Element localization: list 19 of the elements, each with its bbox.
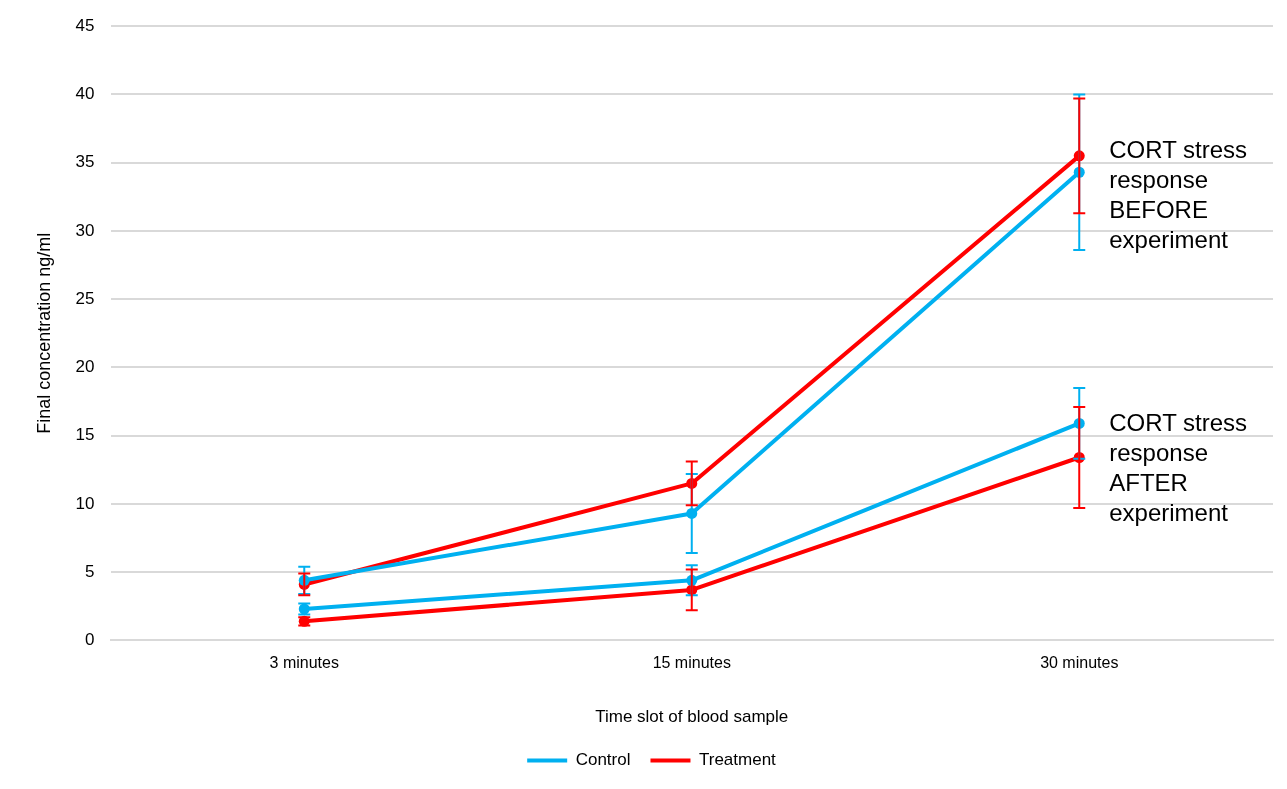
y-tick-label: 25	[75, 288, 95, 308]
y-tick-label: 35	[75, 152, 95, 172]
y-tick-label: 30	[75, 220, 95, 240]
x-tick-label: 3 minutes	[269, 654, 339, 672]
annotation: CORT stress response AFTER experiment	[1109, 409, 1248, 527]
y-axis-title: Final concentration ng/ml	[33, 232, 54, 434]
y-tick-label: 10	[75, 493, 95, 513]
x-tick-label: 15 minutes	[652, 654, 731, 672]
y-tick-label: 40	[75, 84, 95, 104]
legend-label: Control	[575, 750, 631, 770]
y-tick-label: 0	[85, 630, 95, 650]
x-tick-label: 30 minutes	[1040, 654, 1119, 672]
y-tick-label: 20	[75, 357, 95, 377]
annotation: CORT stress response BEFORE experiment	[1109, 136, 1248, 254]
y-tick-label: 15	[75, 425, 95, 445]
y-tick-label: 5	[85, 561, 95, 581]
x-axis-title: Time slot of blood sample	[595, 707, 789, 727]
y-tick-label: 45	[75, 15, 95, 35]
legend-label: Treatment	[698, 750, 777, 770]
